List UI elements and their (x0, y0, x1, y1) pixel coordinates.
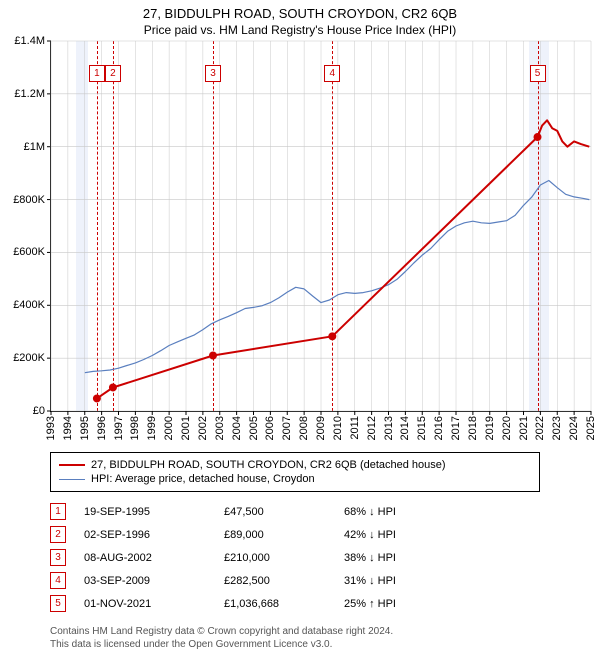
table-row: 1 19-SEP-1995£47,50068% ↓ HPI (50, 500, 540, 523)
sale-price: £47,500 (224, 506, 344, 518)
sale-price: £89,000 (224, 529, 344, 541)
x-axis-label: 1996 (96, 416, 108, 440)
legend-item: HPI: Average price, detached house, Croy… (59, 472, 531, 486)
sale-number-box: 5 (50, 595, 66, 612)
x-axis-label: 2005 (248, 416, 260, 440)
x-axis-label: 2008 (298, 416, 310, 440)
x-axis-label: 2016 (433, 416, 445, 440)
y-axis-label: £1.2M (0, 88, 45, 100)
page-subtitle: Price paid vs. HM Land Registry's House … (0, 21, 600, 41)
sale-marker-box: 3 (205, 65, 221, 82)
x-axis-label: 1998 (129, 416, 141, 440)
table-row: 2 02-SEP-1996£89,00042% ↓ HPI (50, 523, 540, 546)
x-axis-label: 2000 (163, 416, 175, 440)
y-axis-label: £1.4M (0, 35, 45, 47)
sale-diff: 42% ↓ HPI (344, 529, 464, 541)
sale-number-box: 3 (50, 549, 66, 566)
x-axis-label: 1999 (146, 416, 158, 440)
x-axis-label: 2002 (197, 416, 209, 440)
table-row: 3 08-AUG-2002£210,00038% ↓ HPI (50, 546, 540, 569)
x-axis-label: 2019 (484, 416, 496, 440)
legend-swatch (59, 479, 85, 480)
sale-date: 19-SEP-1995 (84, 506, 224, 518)
x-axis-label: 2022 (534, 416, 546, 440)
sale-price: £210,000 (224, 552, 344, 564)
y-axis-label: £800K (0, 194, 45, 206)
sale-number-box: 2 (50, 526, 66, 543)
table-row: 4 03-SEP-2009£282,50031% ↓ HPI (50, 569, 540, 592)
footer-attribution: Contains HM Land Registry data © Crown c… (50, 625, 540, 651)
x-axis-label: 2006 (264, 416, 276, 440)
sale-number-box: 4 (50, 572, 66, 589)
y-axis-label: £200K (0, 352, 45, 364)
x-axis-label: 2020 (501, 416, 513, 440)
legend-label: HPI: Average price, detached house, Croy… (91, 473, 315, 485)
y-axis-label: £1M (0, 141, 45, 153)
x-axis-label: 2014 (399, 416, 411, 440)
sale-diff: 38% ↓ HPI (344, 552, 464, 564)
x-axis-label: 2009 (315, 416, 327, 440)
x-axis-label: 2011 (349, 416, 361, 440)
legend-box: 27, BIDDULPH ROAD, SOUTH CROYDON, CR2 6Q… (50, 452, 540, 492)
x-axis-label: 2025 (585, 416, 597, 440)
sale-diff: 31% ↓ HPI (344, 575, 464, 587)
y-axis-label: £0 (0, 405, 45, 417)
x-axis-label: 2021 (518, 416, 530, 440)
sale-marker-box: 1 (89, 65, 105, 82)
sale-marker-box: 4 (324, 65, 340, 82)
legend-item: 27, BIDDULPH ROAD, SOUTH CROYDON, CR2 6Q… (59, 458, 531, 472)
sale-price: £1,036,668 (224, 598, 344, 610)
x-axis-label: 1993 (45, 416, 57, 440)
y-axis-label: £400K (0, 299, 45, 311)
x-axis-label: 2023 (551, 416, 563, 440)
x-axis-label: 2010 (332, 416, 344, 440)
x-axis-label: 2001 (180, 416, 192, 440)
x-axis-label: 1995 (79, 416, 91, 440)
x-axis-label: 2007 (281, 416, 293, 440)
sale-date: 03-SEP-2009 (84, 575, 224, 587)
x-axis-label: 2013 (383, 416, 395, 440)
footer-line-2: This data is licensed under the Open Gov… (50, 638, 540, 651)
sale-diff: 68% ↓ HPI (344, 506, 464, 518)
sale-marker-box: 5 (530, 65, 546, 82)
chart-svg (51, 41, 591, 411)
sale-diff: 25% ↑ HPI (344, 598, 464, 610)
legend-label: 27, BIDDULPH ROAD, SOUTH CROYDON, CR2 6Q… (91, 459, 446, 471)
x-axis-label: 2017 (450, 416, 462, 440)
x-axis-label: 2004 (231, 416, 243, 440)
sale-date: 08-AUG-2002 (84, 552, 224, 564)
x-axis-label: 2012 (366, 416, 378, 440)
sale-marker-box: 2 (105, 65, 121, 82)
x-axis-label: 1994 (62, 416, 74, 440)
sales-table: 1 19-SEP-1995£47,50068% ↓ HPI 2 02-SEP-1996… (50, 500, 540, 615)
y-axis-label: £600K (0, 246, 45, 258)
footer-line-1: Contains HM Land Registry data © Crown c… (50, 625, 540, 638)
chart-container: 27, BIDDULPH ROAD, SOUTH CROYDON, CR2 6Q… (0, 0, 600, 650)
x-axis-label: 2024 (568, 416, 580, 440)
page-title: 27, BIDDULPH ROAD, SOUTH CROYDON, CR2 6Q… (0, 0, 600, 21)
sale-number-box: 1 (50, 503, 66, 520)
sale-date: 01-NOV-2021 (84, 598, 224, 610)
table-row: 5 01-NOV-2021£1,036,66825% ↑ HPI (50, 592, 540, 615)
x-axis-label: 1997 (113, 416, 125, 440)
sale-price: £282,500 (224, 575, 344, 587)
legend-swatch (59, 464, 85, 466)
x-axis-label: 2015 (416, 416, 428, 440)
price-chart: £0£200K£400K£600K£800K£1M£1.2M£1.4M19931… (50, 41, 591, 412)
x-axis-label: 2018 (467, 416, 479, 440)
sale-date: 02-SEP-1996 (84, 529, 224, 541)
x-axis-label: 2003 (214, 416, 226, 440)
